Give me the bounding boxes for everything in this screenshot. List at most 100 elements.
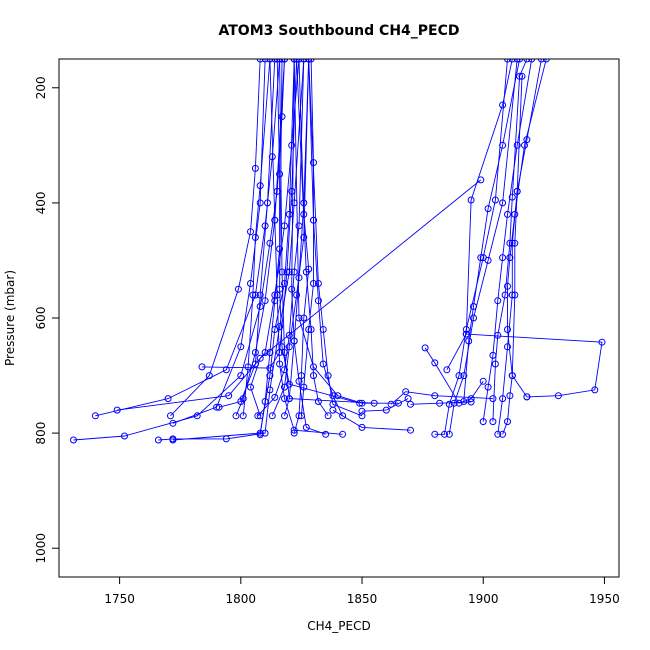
data-point bbox=[491, 360, 499, 368]
data-point bbox=[445, 430, 453, 438]
y-tick-label: 600 bbox=[34, 307, 48, 330]
data-point bbox=[91, 412, 99, 420]
data-point bbox=[477, 254, 485, 262]
data-point bbox=[288, 285, 296, 293]
data-point bbox=[508, 372, 516, 380]
series-25 bbox=[290, 59, 402, 407]
data-point bbox=[523, 393, 531, 401]
data-point bbox=[339, 430, 347, 438]
data-point bbox=[542, 59, 550, 63]
data-point bbox=[421, 344, 429, 352]
series-line bbox=[410, 401, 472, 405]
series-line bbox=[361, 398, 409, 412]
data-point bbox=[121, 432, 128, 440]
data-point bbox=[215, 403, 223, 411]
data-point bbox=[499, 254, 507, 262]
data-point bbox=[300, 59, 308, 63]
data-point bbox=[358, 423, 366, 431]
series-line bbox=[269, 59, 343, 435]
data-point bbox=[281, 395, 288, 403]
x-tick-label: 1750 bbox=[104, 592, 135, 606]
data-point bbox=[278, 268, 286, 276]
data-point bbox=[261, 398, 269, 405]
data-point bbox=[278, 59, 286, 63]
series-line bbox=[259, 59, 281, 435]
series-23 bbox=[276, 59, 378, 407]
data-point bbox=[281, 280, 288, 287]
data-point bbox=[249, 291, 257, 299]
data-point bbox=[234, 285, 242, 293]
data-point bbox=[499, 141, 507, 149]
series-line bbox=[482, 59, 533, 422]
data-point bbox=[314, 297, 322, 305]
data-point bbox=[445, 400, 453, 408]
series-30 bbox=[431, 59, 511, 438]
data-point bbox=[276, 170, 284, 178]
data-point bbox=[261, 59, 269, 63]
series-line bbox=[424, 347, 484, 404]
data-point bbox=[455, 399, 463, 407]
data-point bbox=[504, 418, 511, 426]
data-point bbox=[499, 199, 507, 207]
data-point bbox=[494, 430, 502, 438]
series-22 bbox=[276, 59, 364, 407]
data-point bbox=[489, 395, 497, 403]
series-32 bbox=[460, 59, 524, 405]
data-point bbox=[506, 392, 514, 400]
data-point bbox=[436, 399, 444, 407]
data-point bbox=[251, 349, 259, 356]
series-line bbox=[250, 179, 482, 416]
data-point bbox=[290, 426, 298, 434]
data-point bbox=[479, 418, 487, 426]
data-point bbox=[285, 331, 293, 339]
x-tick-label: 1800 bbox=[226, 592, 257, 606]
data-point bbox=[491, 196, 499, 204]
data-point bbox=[465, 337, 473, 345]
data-point bbox=[479, 377, 487, 385]
series-line bbox=[446, 59, 513, 371]
data-point bbox=[281, 412, 288, 420]
data-point bbox=[169, 436, 177, 444]
data-point bbox=[523, 59, 531, 63]
data-point bbox=[281, 366, 288, 374]
series-line bbox=[434, 59, 508, 435]
data-point bbox=[516, 59, 524, 63]
data-point bbox=[431, 359, 439, 367]
data-point bbox=[334, 392, 342, 400]
series-18 bbox=[305, 59, 347, 420]
data-point bbox=[501, 291, 509, 299]
series-line bbox=[308, 59, 344, 416]
data-point bbox=[329, 406, 337, 414]
data-point bbox=[237, 372, 245, 380]
data-point bbox=[598, 338, 606, 346]
data-point bbox=[467, 395, 475, 403]
data-point bbox=[504, 326, 511, 333]
series-line bbox=[466, 333, 603, 398]
data-point bbox=[237, 343, 245, 351]
x-axis-label: CH4_PECD bbox=[307, 619, 370, 633]
data-point bbox=[511, 291, 519, 299]
data-point bbox=[285, 343, 293, 351]
data-point bbox=[261, 349, 269, 356]
series-40 bbox=[358, 395, 412, 415]
data-point bbox=[358, 407, 366, 415]
data-point bbox=[489, 418, 497, 426]
data-point bbox=[268, 153, 276, 161]
data-point bbox=[307, 326, 315, 333]
y-tick-label: 800 bbox=[34, 422, 48, 445]
series-line bbox=[293, 59, 399, 404]
data-point bbox=[281, 349, 288, 356]
data-point bbox=[256, 412, 264, 420]
data-point bbox=[307, 59, 315, 63]
data-point bbox=[254, 412, 262, 420]
series-8 bbox=[198, 59, 301, 372]
data-point bbox=[467, 398, 475, 406]
data-point bbox=[256, 291, 264, 299]
series-line bbox=[497, 59, 542, 435]
data-point bbox=[484, 205, 492, 213]
x-tick-label: 1950 bbox=[589, 592, 620, 606]
series-39 bbox=[462, 330, 606, 401]
data-point bbox=[310, 216, 317, 224]
series-line bbox=[279, 59, 375, 404]
y-axis: 200 400 600 800 1000 bbox=[34, 76, 59, 563]
